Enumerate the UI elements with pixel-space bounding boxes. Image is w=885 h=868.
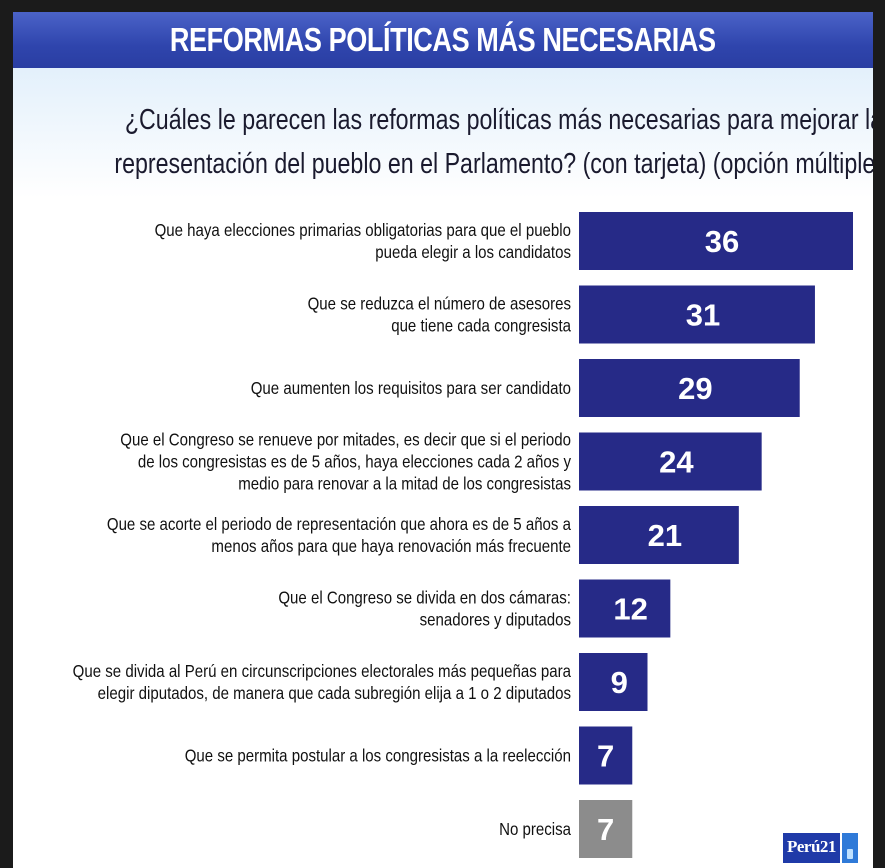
category-label-2-line-1: Que se reduzca el número de asesores bbox=[308, 294, 571, 313]
bar-value-label-2: 31 bbox=[686, 298, 720, 333]
category-label-5-line-2: menos años para que haya renovación más … bbox=[211, 537, 571, 556]
logo-mark-icon bbox=[841, 833, 858, 863]
chart-title: REFORMAS POLÍTICAS MÁS NECESARIAS bbox=[170, 21, 716, 58]
bar-chart: 36 Que haya elecciones primarias obligato… bbox=[73, 212, 853, 858]
question-line-2: representación del pueblo en el Parlamen… bbox=[114, 148, 873, 180]
category-label-7-line-1: Que se divida al Perú en circunscripcion… bbox=[73, 662, 572, 681]
bar-4 bbox=[579, 432, 762, 491]
category-label-1-line-2: pueda elegir a los candidatos bbox=[375, 243, 571, 262]
bar-value-label-9: 7 bbox=[597, 812, 614, 847]
category-label-4-line-2: de los congresistas es de 5 años, haya e… bbox=[138, 452, 572, 471]
category-label-4-line-1: Que el Congreso se renueve por mitades, … bbox=[120, 430, 571, 449]
category-label-9-line-1: No precisa bbox=[499, 820, 572, 839]
bar-value-label-5: 21 bbox=[648, 518, 682, 553]
category-label-2-line-2: que tiene cada congresista bbox=[391, 316, 572, 335]
bar-5 bbox=[579, 506, 739, 564]
bar-3 bbox=[579, 359, 800, 417]
bar-8 bbox=[579, 726, 633, 785]
bar-value-label-4: 24 bbox=[659, 445, 694, 480]
bar-1 bbox=[579, 212, 853, 270]
question-line-1: ¿Cuáles le parecen las reformas política… bbox=[124, 104, 873, 136]
category-label-7-line-2: elegir diputados, de manera que cada sub… bbox=[98, 684, 571, 703]
bar-value-label-3: 29 bbox=[678, 371, 712, 406]
title-bar: REFORMAS POLÍTICAS MÁS NECESARIAS bbox=[13, 12, 873, 68]
chart-panel: REFORMAS POLÍTICAS MÁS NECESARIAS ¿Cuále… bbox=[13, 12, 873, 868]
category-label-5-line-1: Que se acorte el periodo de representaci… bbox=[107, 515, 572, 534]
bar-7 bbox=[579, 653, 648, 711]
category-label-4-line-3: medio para renovar a la mitad de los con… bbox=[238, 474, 571, 493]
category-label-1-line-1: Que haya elecciones primarias obligatori… bbox=[155, 221, 571, 240]
category-label-6-line-1: Que el Congreso se divida en dos cámaras… bbox=[278, 588, 571, 607]
bar-value-label-8: 7 bbox=[597, 739, 614, 774]
question-text: ¿Cuáles le parecen las reformas política… bbox=[13, 98, 873, 186]
bar-6 bbox=[579, 579, 671, 638]
category-label-8-line-1: Que se permita postular a los congresist… bbox=[185, 746, 571, 765]
peru21-logo: Perú21 bbox=[783, 833, 859, 863]
bar-value-label-6: 12 bbox=[613, 592, 647, 627]
question-box: ¿Cuáles le parecen las reformas política… bbox=[13, 68, 873, 198]
category-label-3-line-1: Que aumenten los requisitos para ser can… bbox=[251, 379, 571, 398]
bar-9 bbox=[579, 800, 633, 858]
category-label-6-line-2: senadores y diputados bbox=[420, 610, 571, 629]
bar-2 bbox=[579, 285, 815, 344]
bar-value-label-1: 36 bbox=[705, 224, 739, 259]
logo-text: Perú21 bbox=[783, 833, 840, 863]
bar-value-label-7: 9 bbox=[611, 665, 628, 700]
